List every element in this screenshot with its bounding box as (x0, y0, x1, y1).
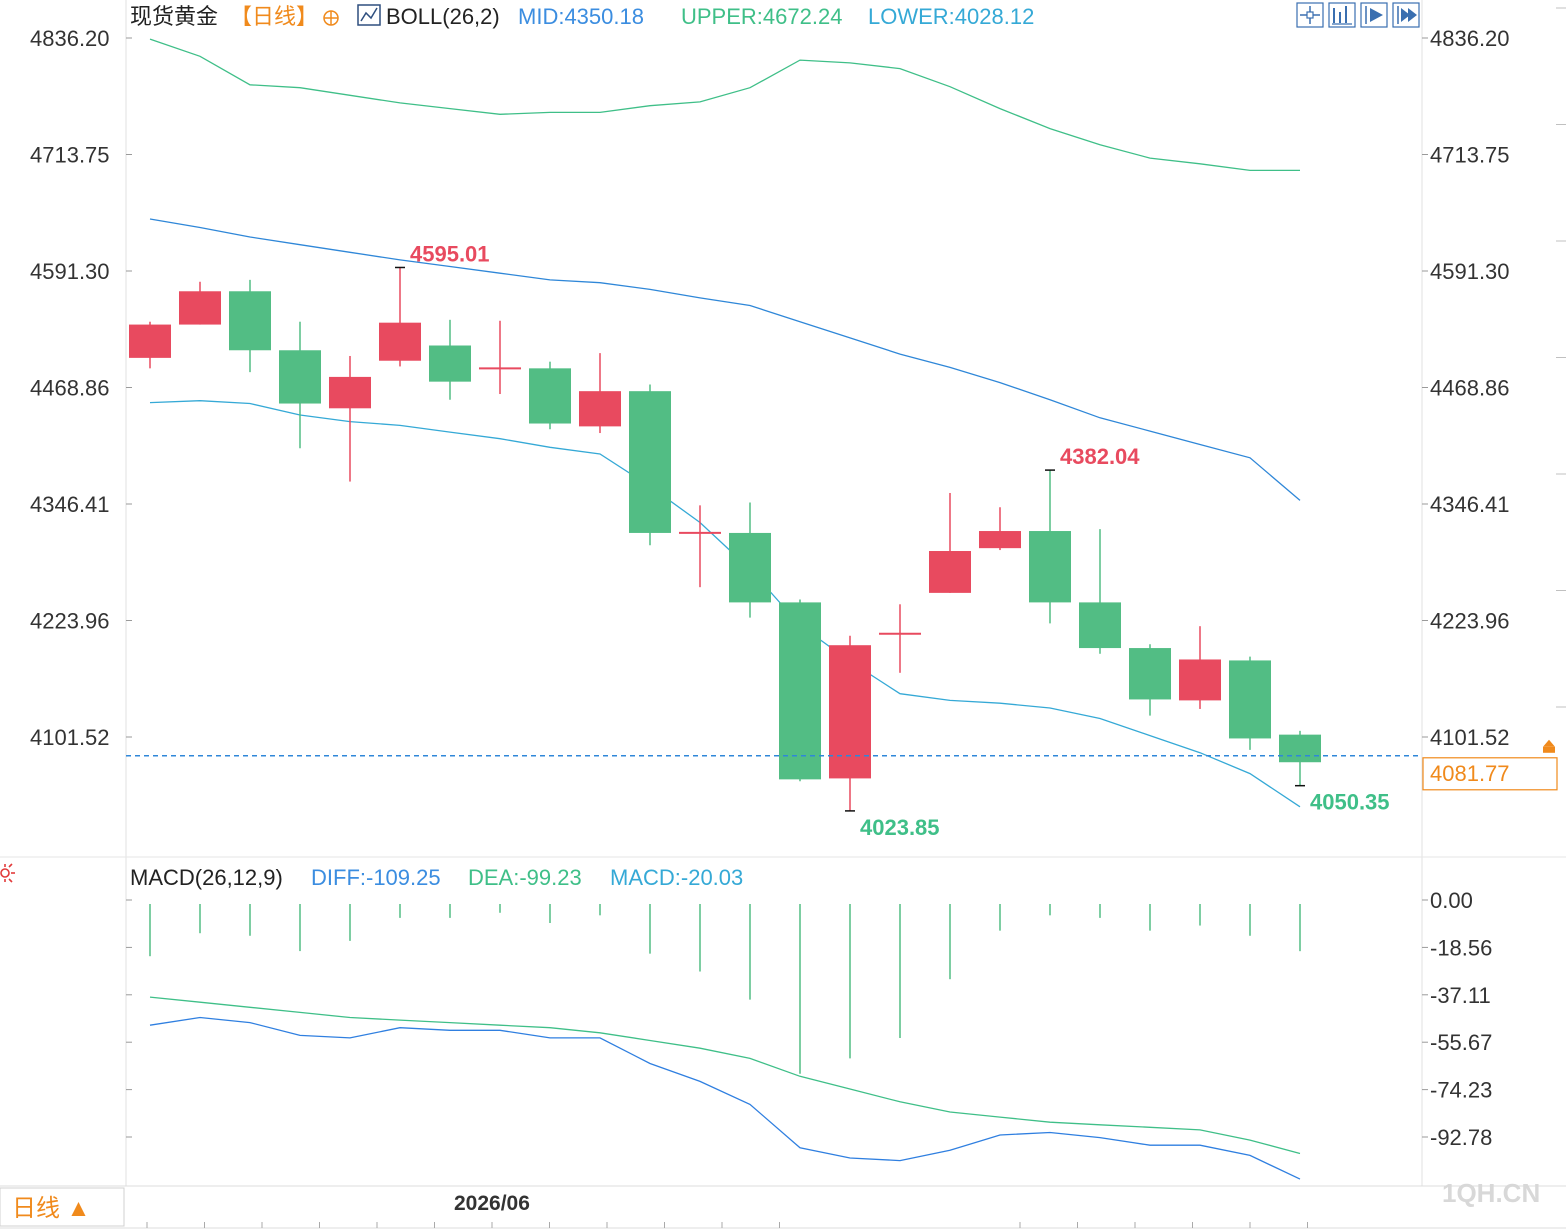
candle-body (1179, 659, 1221, 701)
extreme-label: 4382.04 (1060, 444, 1140, 469)
candle-body (1129, 648, 1171, 700)
extreme-label: 4050.35 (1310, 790, 1390, 815)
chart-toolbar (1296, 2, 1420, 28)
macd-tick-label: -92.78 (1430, 1125, 1492, 1150)
candle-body (279, 350, 321, 404)
macd-tick-label: -74.23 (1430, 1078, 1492, 1103)
price-tick-label-left: 4468.86 (30, 376, 110, 401)
candle-body (379, 322, 421, 361)
price-tick-label-left: 4713.75 (30, 143, 110, 168)
macd-tick-label: -18.56 (1430, 935, 1492, 960)
macd-dea-value: DEA:-99.23 (468, 865, 582, 890)
price-tick-label-right: 4223.96 (1430, 609, 1510, 634)
current-price-arrow-icon (1543, 739, 1555, 747)
price-annotations: 4595.01 4382.04 4023.85 4050.35 (395, 241, 1390, 840)
candle-body (729, 532, 771, 603)
macd-dea-line (149, 996, 1301, 1155)
candle-body (579, 391, 621, 427)
main-price-axis: 4836.20 4836.20 4713.75 4713.75 4591.30 4591.… (30, 26, 1510, 750)
candle-body (779, 602, 821, 780)
price-tick-label-left: 4101.52 (30, 725, 110, 750)
current-price-box (1422, 757, 1558, 791)
indicator-chart-icon[interactable] (357, 4, 381, 26)
extreme-label: 4595.01 (410, 241, 490, 266)
period-button-label: 日线 ▲ (12, 1195, 90, 1222)
candlestick-series (129, 267, 1321, 811)
price-tick-label-left: 4346.41 (30, 492, 110, 517)
bollinger-bands (149, 38, 1301, 808)
macd-tick-label: -55.67 (1430, 1030, 1492, 1055)
macd-tick-label: -37.11 (1430, 983, 1491, 1008)
price-tick-label-right: 4713.75 (1430, 143, 1510, 168)
current-price-arrow-base (1543, 746, 1555, 753)
macd-lines (149, 996, 1301, 1180)
boll-lower-line (149, 400, 1301, 808)
candle-body (129, 324, 171, 358)
candle-body (529, 368, 571, 424)
price-tick-label-left: 4836.20 (30, 26, 110, 51)
boll-mid-value: MID:4350.18 (518, 4, 644, 29)
period-button[interactable]: 日线 ▲ (0, 1187, 125, 1227)
extreme-label: 4023.85 (860, 815, 940, 840)
compare-add-icon[interactable] (323, 10, 339, 26)
zoom-in-icon[interactable] (1360, 2, 1388, 28)
settings-sun-icon[interactable] (0, 863, 15, 883)
candle-body (229, 291, 271, 351)
fast-forward-icon[interactable] (1392, 2, 1420, 28)
boll-upper-line (149, 38, 1300, 172)
bar-chart-icon[interactable] (1328, 2, 1356, 28)
macd-histogram (149, 904, 1301, 1074)
candle-body (429, 345, 471, 382)
candle-body (1279, 734, 1321, 763)
price-tick-label-right: 4346.41 (1430, 492, 1510, 517)
boll-label: BOLL(26,2) (386, 4, 500, 29)
axis-dashed-gridlines (126, 7, 1566, 1138)
instrument-name: 现货黄金 (130, 4, 218, 29)
price-tick-label-right: 4468.86 (1430, 376, 1510, 401)
current-price-label: 4081.77 (1430, 761, 1510, 786)
macd-tick-label: 0.00 (1430, 888, 1473, 913)
watermark: 1QH.CN (1442, 1178, 1540, 1208)
candle-body (629, 391, 671, 533)
candle-body (1029, 531, 1071, 603)
candle-body (329, 376, 371, 409)
candle-body (1229, 660, 1271, 739)
macd-diff-line (149, 1016, 1301, 1180)
crosshair-icon[interactable] (1296, 2, 1324, 28)
candle-body (929, 551, 971, 593)
boll-mid-line (149, 218, 1301, 501)
candle-body (979, 531, 1021, 549)
price-tick-label-right: 4591.30 (1430, 259, 1510, 284)
boll-lower-value: LOWER:4028.12 (868, 4, 1034, 29)
current-price-line: 4081.77 (126, 739, 1558, 791)
macd-header: MACD(26,12,9) DIFF:-109.25 DEA:-99.23 MA… (0, 863, 743, 890)
candle-body (829, 645, 871, 779)
macd-label: MACD(26,12,9) (130, 865, 283, 890)
price-tick-label-left: 4223.96 (30, 609, 110, 634)
period-tag: 【日线】 (230, 4, 318, 29)
main-header: 现货黄金 【日线】 BOLL(26,2) MID:4350.18 UPPER:4… (130, 4, 1034, 29)
price-tick-label-right: 4101.52 (1430, 725, 1510, 750)
price-tick-label-right: 4836.20 (1430, 26, 1510, 51)
macd-axis: 0.00 -18.56 -37.11 -55.67 -74.23 -92.78 (1430, 888, 1492, 1150)
candle-body (1079, 602, 1121, 649)
time-axis-ticks (146, 1222, 1308, 1228)
macd-macd-value: MACD:-20.03 (610, 865, 743, 890)
price-tick-label-left: 4591.30 (30, 259, 110, 284)
boll-upper-value: UPPER:4672.24 (681, 4, 842, 29)
candle-body (179, 291, 221, 325)
date-axis-label: 2026/06 (454, 1192, 530, 1215)
macd-diff-value: DIFF:-109.25 (311, 865, 441, 890)
